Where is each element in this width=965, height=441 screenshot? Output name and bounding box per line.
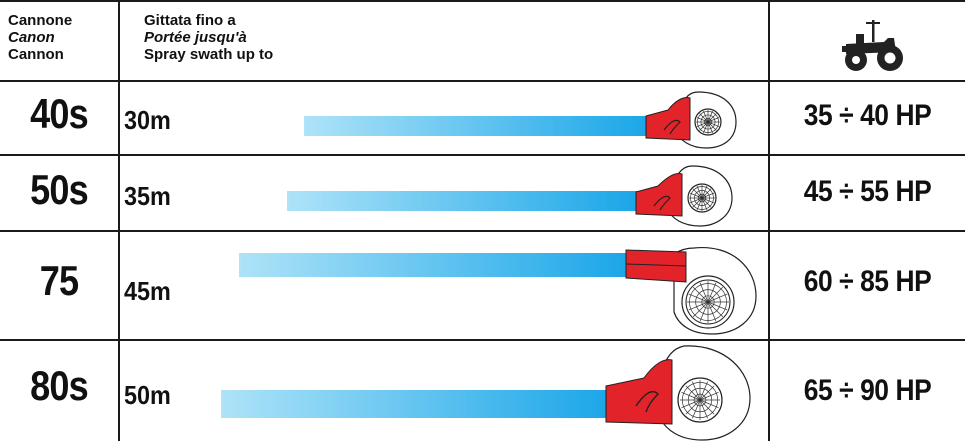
header-cannon-fr: Canon	[8, 29, 55, 46]
spray-beam	[221, 390, 611, 418]
row-divider	[0, 230, 965, 232]
range-50m: 50m	[124, 380, 171, 410]
spray-beam	[287, 191, 637, 211]
header-swath-en: Spray swath up to	[144, 46, 274, 63]
column-divider	[768, 0, 770, 441]
blower-icon	[605, 345, 751, 441]
table-border-top	[0, 0, 965, 2]
model-80s: 80s	[30, 362, 89, 409]
power-80s: 65 ÷ 90 HP	[803, 374, 932, 407]
header-swath-fr: Portée jusqu'à	[144, 29, 247, 46]
model-40s: 40s	[30, 90, 89, 137]
spray-beam	[239, 253, 629, 277]
row-divider	[0, 154, 965, 156]
header-swath: Gittata fino a Portée jusqu'à Spray swat…	[144, 12, 273, 63]
column-divider	[118, 0, 120, 441]
power-75: 60 ÷ 85 HP	[803, 265, 932, 298]
tractor-icon	[842, 20, 903, 71]
model-50s: 50s	[30, 166, 89, 213]
blower-icon	[645, 91, 737, 149]
row-divider	[0, 339, 965, 341]
header-divider	[0, 80, 965, 82]
range-30m: 30m	[124, 105, 171, 135]
power-50s: 45 ÷ 55 HP	[803, 175, 932, 208]
header-cannon: Cannone Canon Cannon	[8, 12, 72, 63]
blower-icon	[625, 246, 757, 335]
header-cannon-it: Cannone	[8, 12, 73, 29]
power-40s: 35 ÷ 40 HP	[803, 99, 932, 132]
model-75: 75	[39, 257, 79, 304]
spray-beam	[304, 116, 649, 136]
range-35m: 35m	[124, 181, 171, 211]
header-cannon-en: Cannon	[8, 46, 64, 63]
blower-icon	[635, 165, 733, 227]
header-swath-it: Gittata fino a	[144, 12, 236, 29]
range-45m: 45m	[124, 276, 171, 306]
